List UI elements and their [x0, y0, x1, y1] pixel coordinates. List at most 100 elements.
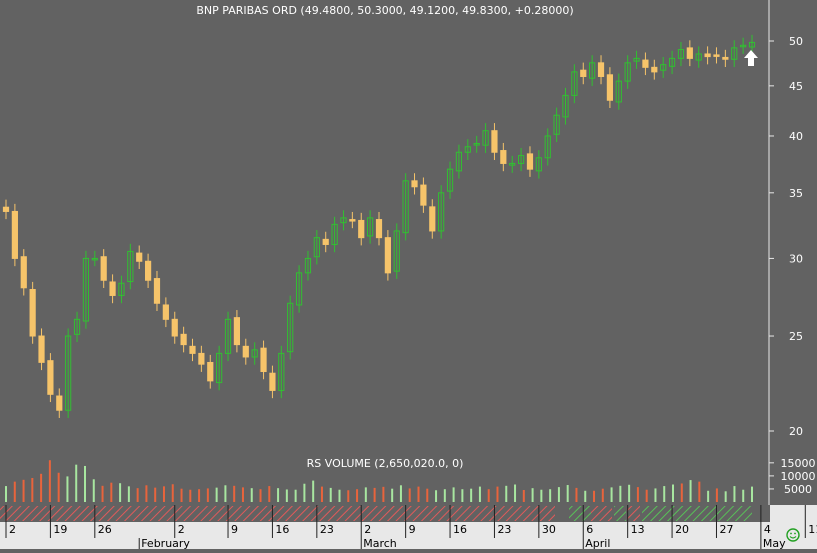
date-tick-label: 6: [586, 523, 593, 536]
date-tick-label: 11: [808, 523, 817, 536]
candle-body: [544, 135, 551, 159]
date-tick-label: 16: [275, 523, 289, 536]
price-axis-panel: [770, 0, 817, 549]
signal-segment: [0, 506, 555, 521]
candle-body: [491, 130, 498, 153]
date-tick-label: 2: [178, 523, 185, 536]
date-tick-label: 27: [719, 523, 733, 536]
price-tick-label: 40: [789, 130, 803, 143]
candle-body: [118, 282, 125, 296]
month-label: April: [585, 537, 610, 549]
signal-segment: [591, 506, 612, 521]
signal-segment: [614, 506, 626, 521]
candle-body: [269, 372, 276, 391]
candle-body: [713, 54, 720, 57]
candle-body: [233, 317, 241, 346]
candle-body: [731, 47, 738, 60]
candle-body: [509, 162, 516, 166]
chart-title: BNP PARIBAS ORD (49.4800, 50.3000, 49.12…: [196, 4, 573, 17]
candle-body: [367, 217, 374, 237]
candle-body: [144, 260, 152, 281]
date-tick-label: 13: [631, 523, 645, 536]
month-label: March: [363, 537, 397, 549]
candle-body: [686, 47, 693, 59]
candle-body: [624, 62, 631, 82]
signal-segment: [642, 506, 752, 521]
candle-body: [633, 57, 640, 62]
candle-body: [446, 168, 454, 192]
candles-layer: [2, 34, 756, 418]
candle-body: [473, 142, 480, 146]
candle-body: [242, 345, 249, 358]
candle-body: [304, 257, 312, 274]
price-tick-label: 25: [789, 330, 803, 343]
candle-body: [47, 360, 54, 395]
price-tick-label: 45: [789, 80, 803, 93]
date-tick-label: 16: [453, 523, 467, 536]
candle-body: [162, 304, 169, 320]
volume-tick-label: 15000: [781, 457, 816, 470]
candle-body: [322, 238, 329, 245]
candle-body: [420, 184, 427, 206]
candle-body: [260, 347, 267, 373]
date-axis-panel: [0, 522, 770, 538]
volume-layer: [5, 460, 753, 502]
candle-body: [438, 192, 445, 232]
candle-body: [606, 74, 614, 101]
date-tick-label: 9: [409, 523, 416, 536]
candle-body: [313, 237, 320, 258]
signal-segment: [569, 506, 591, 521]
candle-body: [73, 318, 81, 335]
candle-body: [455, 151, 463, 172]
date-ticks: 2192629162329162330613202741118251815: [5, 505, 817, 538]
candle-body: [11, 210, 18, 259]
candle-body: [393, 230, 400, 272]
date-tick-label: 19: [53, 523, 67, 536]
signal-segment: [556, 506, 563, 521]
candle-body: [695, 53, 702, 61]
price-tick-label: 20: [789, 425, 803, 438]
candle-body: [2, 206, 10, 212]
volume-tick-label: 5000: [784, 483, 812, 496]
candle-body: [189, 345, 196, 354]
candle-body: [589, 62, 596, 79]
candle-body: [535, 157, 542, 172]
candle-body: [100, 256, 107, 281]
month-labels: FebruaryMarchAprilMayJune: [138, 537, 786, 550]
month-label: February: [141, 537, 190, 549]
candle-body: [29, 288, 36, 337]
candle-body: [722, 56, 729, 60]
price-ticks: 20 25 30 35 40 45 50: [769, 35, 803, 438]
candle-body: [517, 155, 525, 164]
smiley-icon[interactable]: [786, 528, 800, 542]
candle-body: [642, 59, 649, 68]
candle-body: [384, 237, 391, 274]
candle-body: [198, 352, 205, 365]
candle-body: [340, 217, 347, 224]
candle-body: [136, 252, 143, 262]
candle-body: [82, 257, 90, 322]
candle-body: [615, 80, 622, 103]
candle-body: [153, 278, 161, 304]
date-tick-label: 2: [9, 523, 16, 536]
volume-tick-label: 10000: [781, 470, 816, 483]
month-axis-panel: [0, 538, 770, 549]
volume-title: RS VOLUME (2,650,020.0, 0): [307, 457, 464, 470]
candle-body: [429, 206, 436, 232]
date-tick-label: 2: [364, 523, 371, 536]
candle-body: [668, 57, 676, 67]
candle-body: [216, 352, 223, 384]
candle-body: [56, 395, 63, 411]
candle-body: [660, 64, 667, 71]
date-tick-label: 20: [675, 523, 689, 536]
date-tick-label: 4: [764, 523, 771, 536]
date-tick-label: 9: [231, 523, 238, 536]
candle-body: [358, 219, 365, 239]
candle-body: [251, 349, 258, 358]
candle-body: [402, 180, 409, 234]
date-tick-label: 23: [320, 523, 334, 536]
month-label: May: [763, 537, 786, 549]
